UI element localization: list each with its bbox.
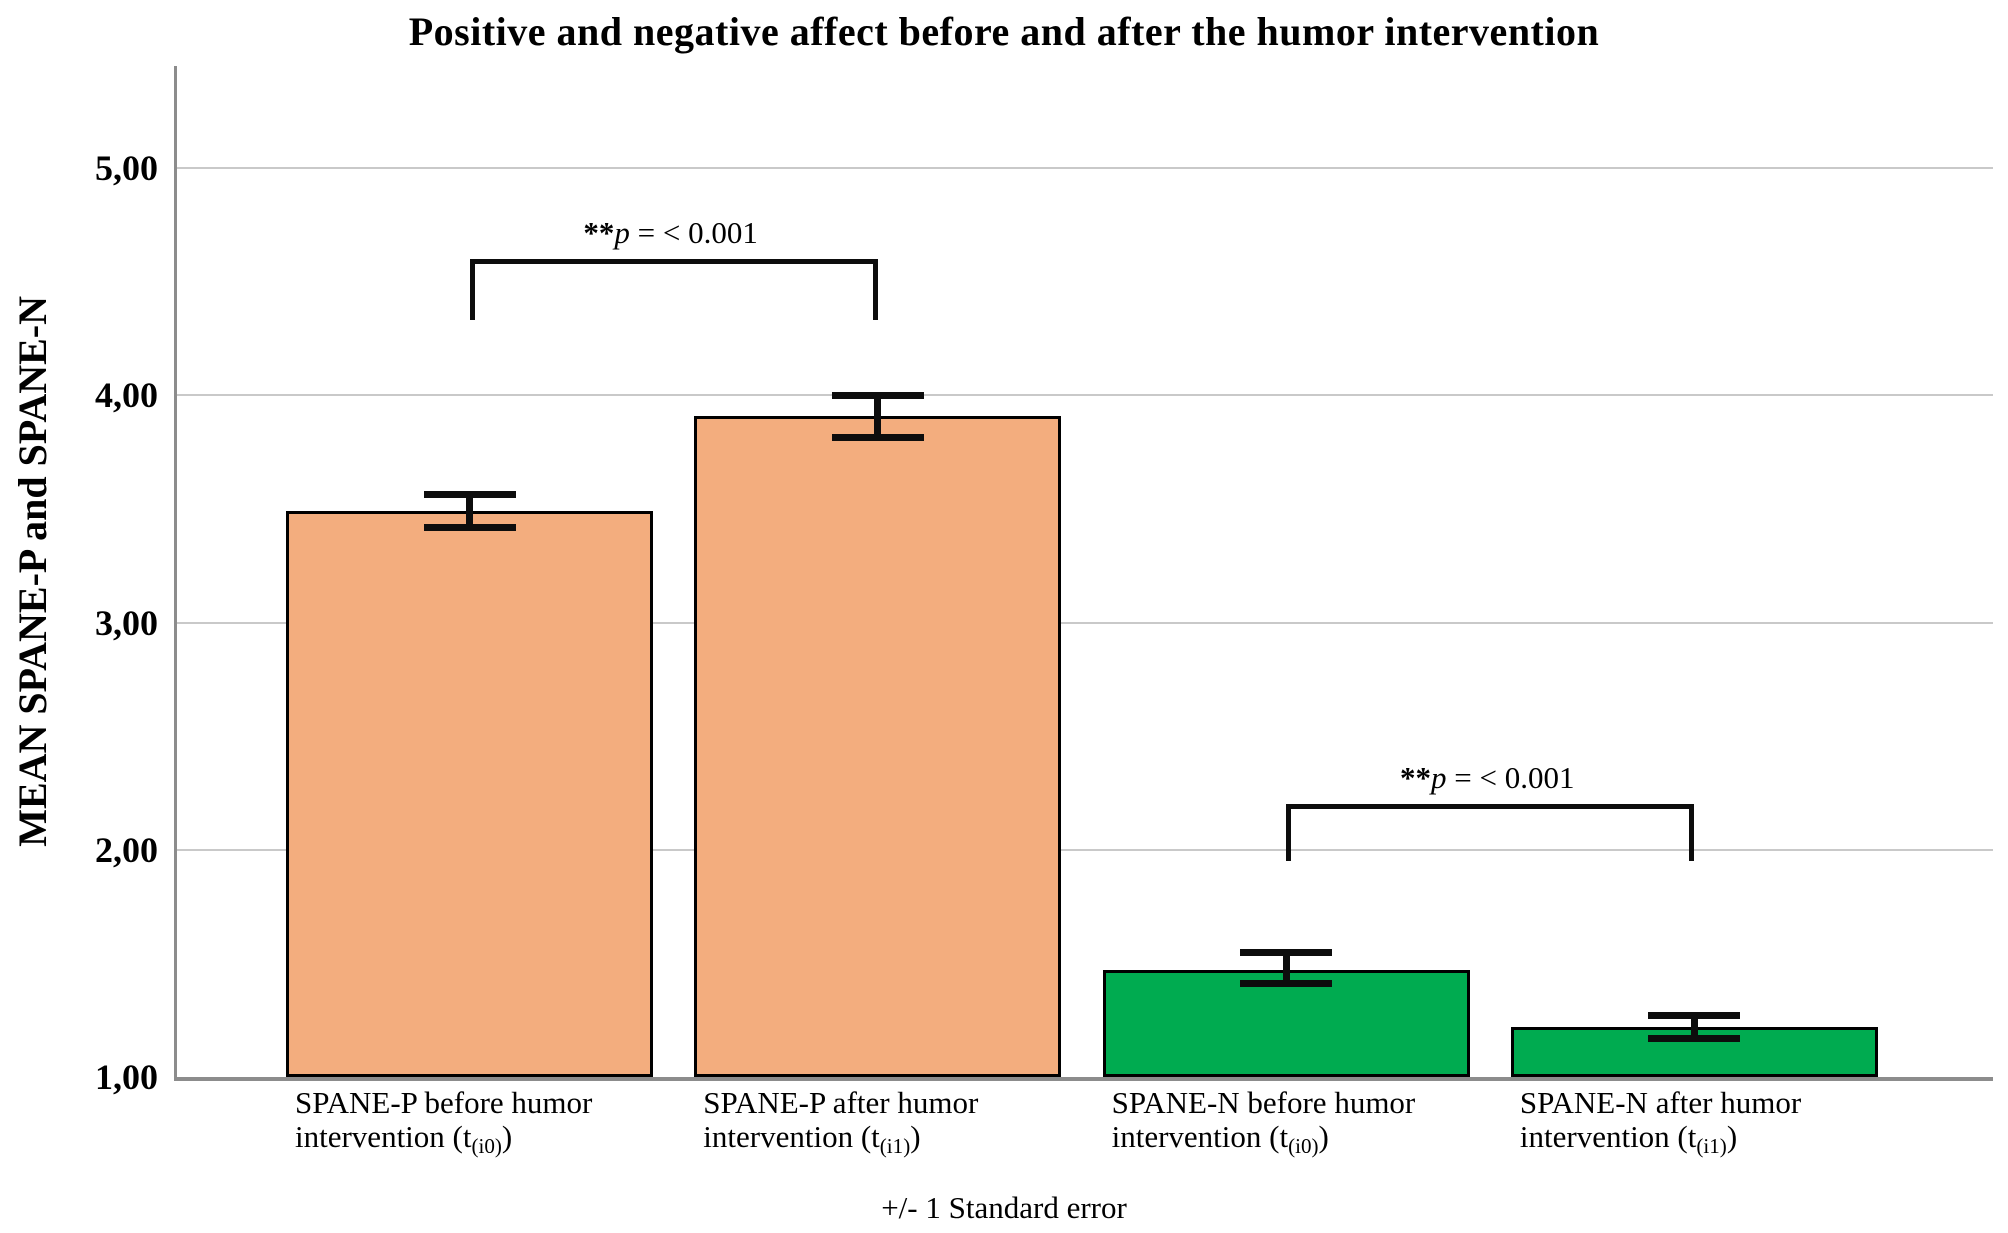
category-label-4: SPANE-N after humor intervention (t(i1)): [1519, 1085, 1802, 1158]
subscript: (i0): [1288, 1133, 1319, 1158]
significance-stars: **: [583, 215, 615, 251]
significance-bracket-right-leg: [1689, 804, 1695, 862]
significance-p: p: [1431, 760, 1447, 796]
significance-bracket-bar: [469, 259, 878, 265]
error-bar-cap-bottom: [1240, 980, 1333, 988]
error-bar-cap-top: [1648, 1012, 1741, 1020]
category-label-2: SPANE-P after humor intervention (t(i1)): [703, 1085, 979, 1158]
category-label-line1: SPANE-P before humor: [295, 1085, 593, 1120]
bar-2: [694, 415, 1062, 1077]
significance-value: = < 0.001: [1446, 760, 1575, 796]
category-label-line2: intervention (t(i1)): [1519, 1119, 1738, 1158]
gridline: [177, 167, 1993, 170]
y-tick-label: 3,00: [95, 602, 158, 643]
significance-bracket-left-leg: [469, 259, 475, 321]
error-bar-cap-top: [831, 391, 924, 399]
category-label-1: SPANE-P before humor intervention (t(i0)): [295, 1085, 593, 1158]
chart-title: Positive and negative affect before and …: [408, 9, 1600, 54]
subscript: (i1): [879, 1133, 911, 1158]
category-label-3: SPANE-N before humor intervention (t(i0)): [1111, 1085, 1416, 1158]
significance-p: p: [614, 215, 630, 251]
error-bar-cap-bottom: [423, 523, 516, 531]
bar-1: [286, 511, 653, 1077]
y-tick-label: 2,00: [95, 829, 158, 870]
error-bar-stem: [466, 494, 473, 528]
error-bar-cap-top: [423, 490, 516, 498]
error-bar-cap-top: [1240, 948, 1333, 956]
subscript: (i0): [471, 1133, 502, 1158]
plot-area: [174, 66, 1993, 1081]
y-axis-title-container: MEAN SPANE-P and SPANE-N: [4, 66, 60, 1077]
significance-bracket-bar: [1286, 804, 1695, 810]
y-tick-label: 4,00: [95, 375, 158, 416]
significance-value: = < 0.001: [629, 215, 758, 251]
gridline: [177, 394, 1993, 397]
error-bar-stem: [1282, 952, 1290, 984]
significance-bracket-right-leg: [872, 259, 878, 321]
error-caption: +/- 1 Standard error: [881, 1190, 1127, 1225]
error-bar-stem: [1690, 1015, 1698, 1039]
category-label-line2: intervention (t(i0)): [295, 1119, 513, 1158]
error-bar-stem: [874, 395, 882, 438]
y-tick-label: 1,00: [95, 1057, 158, 1097]
category-label-line1: SPANE-P after humor: [703, 1085, 979, 1120]
category-label-line2: intervention (t(i0)): [1111, 1119, 1329, 1158]
bar-3: [1102, 970, 1470, 1077]
gridline: [177, 848, 1993, 851]
gridline: [177, 621, 1993, 624]
category-label-line2: intervention (t(i1)): [703, 1119, 921, 1158]
error-bar-cap-bottom: [1648, 1034, 1741, 1042]
error-bar-cap-bottom: [831, 433, 924, 441]
significance-bracket-left-leg: [1286, 804, 1292, 862]
category-label-line1: SPANE-N after humor: [1519, 1085, 1802, 1120]
significance-label-2: **p = < 0.001: [1400, 760, 1574, 796]
significance-label-1: **p = < 0.001: [583, 215, 757, 251]
y-tick-label: 5,00: [95, 148, 158, 189]
category-label-line1: SPANE-N before humor: [1111, 1085, 1416, 1120]
significance-stars: **: [1400, 760, 1432, 796]
subscript: (i1): [1696, 1133, 1727, 1158]
